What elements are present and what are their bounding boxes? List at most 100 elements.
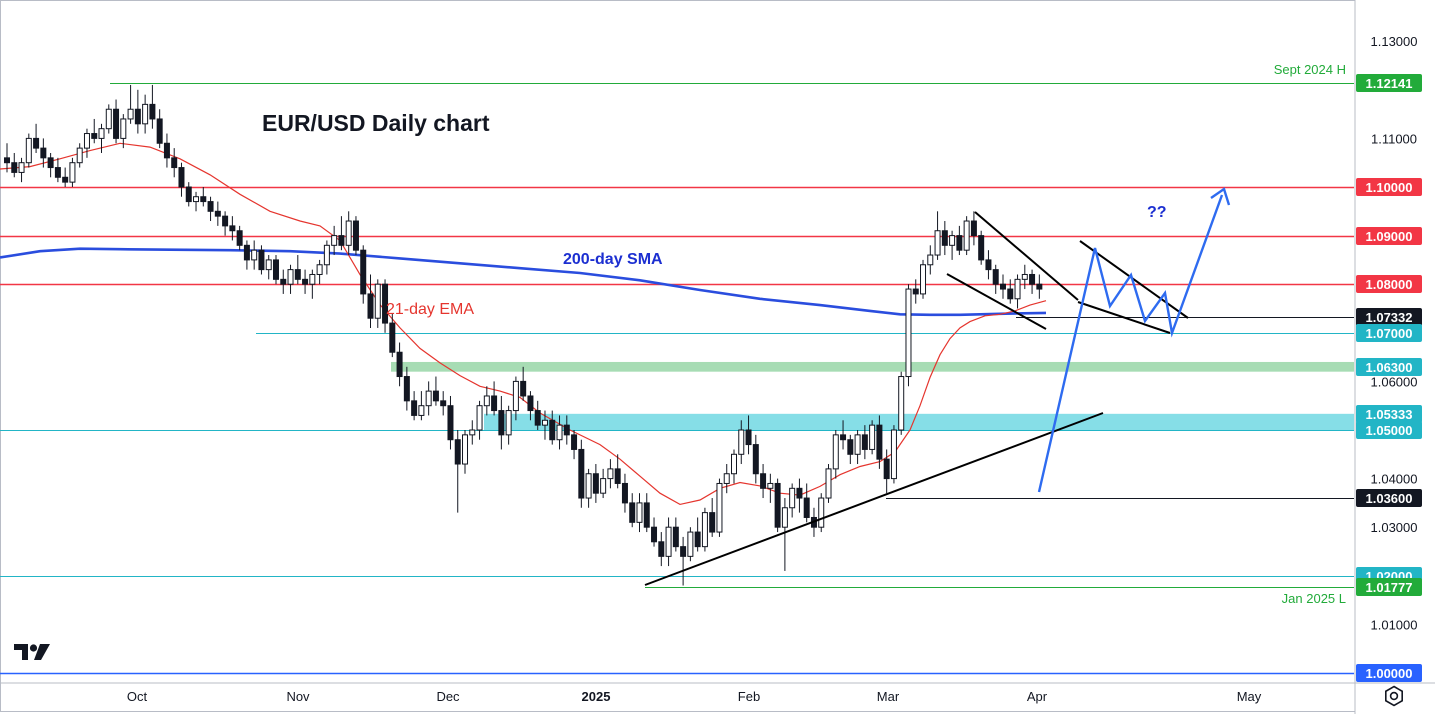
candle [840,420,847,450]
y-tick-label: 1.03000 [1371,520,1418,535]
candle [658,532,665,567]
x-tick-label: Oct [127,689,148,704]
candle [571,430,578,460]
candle [963,216,970,256]
x-tick-label: Dec [436,689,460,704]
candle [789,483,796,518]
candle [556,415,563,450]
candle [999,274,1006,299]
candle [738,420,745,465]
candle [1036,274,1043,299]
candle [33,123,40,153]
candle [352,216,359,256]
candle [396,342,403,387]
candle [985,250,992,280]
candle [105,104,112,134]
candle [534,400,541,430]
candle [25,133,32,168]
candle [527,391,534,421]
sma200-label: 200-day SMA [563,251,663,268]
candle [432,376,439,406]
x-tick-label: Apr [1027,689,1048,704]
chart-title: EUR/USD Daily chart [262,110,490,136]
candle [127,84,134,124]
price-badge-label: 1.12141 [1366,76,1413,91]
candle [941,221,948,256]
candle [949,230,956,260]
candle [672,517,679,552]
candle [338,216,345,251]
candle [367,274,374,328]
candle [731,449,737,484]
price-badge-1.09000: 1.09000 [1356,227,1422,245]
candle [214,201,221,226]
price-badge-label: 1.03600 [1366,491,1413,506]
candle [272,255,279,285]
candle [745,415,752,455]
price-axis-bg [1355,0,1435,714]
candle [440,391,447,416]
y-tick-label: 1.04000 [1371,472,1418,487]
candle [614,454,621,489]
candle [643,493,650,533]
price-badge-label: 1.05000 [1366,423,1413,438]
candle [62,167,69,187]
candle [243,240,250,270]
candle [869,420,876,455]
candle [621,473,628,513]
x-tick-label: 2025 [582,689,611,704]
price-badge-1.05333: 1.05333 [1356,405,1422,423]
price-badge-label: 1.07332 [1366,310,1413,325]
candle [389,313,396,358]
candle [280,269,287,294]
candle [411,391,418,421]
candle [309,269,316,299]
candle [69,157,76,187]
price-badge-1.12141: 1.12141 [1356,74,1422,92]
candle [345,211,352,256]
candle [47,152,54,178]
price-badge-label: 1.07000 [1366,326,1413,341]
zone-green [391,361,1354,372]
settings-icon[interactable] [1382,684,1406,708]
candle [898,371,905,435]
x-tick-label: Nov [286,689,310,704]
candle [876,415,883,469]
candle [18,157,25,183]
candle [578,439,585,508]
candle [185,182,192,207]
candle [607,459,614,489]
candle [251,240,258,270]
wedge-lower-line [946,273,1047,330]
candle [142,94,149,134]
candle [818,493,825,533]
candle [774,478,781,533]
candle [1014,274,1021,309]
candle [171,148,178,178]
candle [905,284,912,387]
candle [476,400,483,440]
candle [287,264,294,294]
candle [265,255,272,280]
tradingview-logo-icon [14,644,50,660]
candle [920,259,927,299]
price-badge-1.10000: 1.10000 [1356,178,1422,196]
projection-lower-line [1077,301,1171,334]
candle [83,128,90,158]
price-badge-1.03600: 1.03600 [1356,489,1422,507]
price-badge-1.07000: 1.07000 [1356,324,1422,342]
price-badge-1.07332: 1.07332 [1356,308,1422,326]
candle [229,216,236,241]
candle [454,430,461,513]
price-badge-1.08000: 1.08000 [1356,275,1422,293]
candle [847,434,854,465]
candle [382,279,389,333]
candle [760,464,767,499]
candle [680,536,687,586]
jan-low-label: Jan 2025 L [1282,591,1346,606]
price-badge-1.00000: 1.00000 [1356,664,1422,682]
candle [40,138,47,168]
wedge-upper-line [974,211,1079,301]
candle [912,279,919,304]
